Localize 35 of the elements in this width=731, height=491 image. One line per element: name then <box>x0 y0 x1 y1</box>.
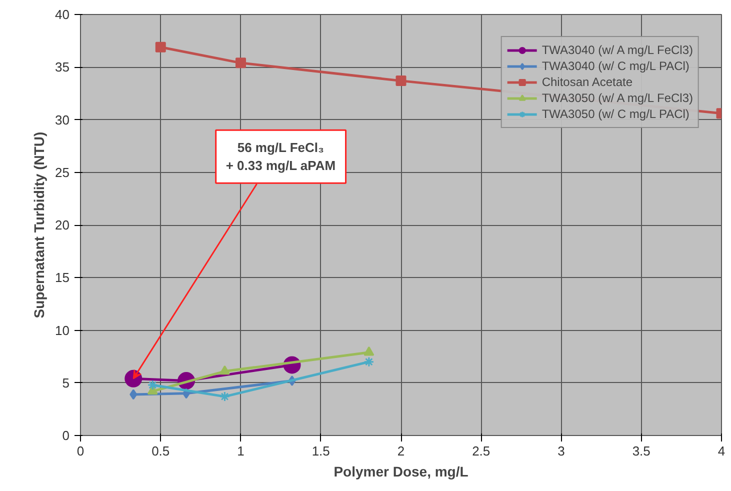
legend-label: TWA3040 (w/ C mg/L PACl) <box>542 58 690 74</box>
point <box>130 389 138 400</box>
point <box>219 365 230 375</box>
x-tick-label: 1.5 <box>312 444 330 458</box>
x-tick-label: 2 <box>397 444 405 458</box>
x-tick-label: 3.5 <box>632 444 650 458</box>
y-tick-label: 35 <box>55 60 70 75</box>
x-tick-label: 0 <box>76 444 84 458</box>
point <box>219 391 230 402</box>
x-tick-label: 2.5 <box>472 444 490 458</box>
legend-label: Chitosan Acetate <box>542 74 633 90</box>
x-tick-label: 4 <box>718 444 726 458</box>
point <box>236 58 246 68</box>
x-tick-label: 0.5 <box>152 444 170 458</box>
x-axis-title: Polymer Dose, mg/L <box>334 464 469 480</box>
y-axis-title: Supernatant Turbidity (NTU) <box>31 132 48 318</box>
y-tick-label: 20 <box>55 218 70 232</box>
y-tick-label: 0 <box>62 428 70 443</box>
y-tick-label: 30 <box>55 112 70 128</box>
point <box>364 356 374 368</box>
y-tick-label: 15 <box>55 270 70 286</box>
legend-label: TWA3040 (w/ A mg/L FeCl3) <box>542 42 693 58</box>
point <box>364 346 374 356</box>
annotation: 56 mg/L FeCl₃ + 0.33 mg/L aPAM <box>226 140 336 174</box>
point <box>147 380 158 390</box>
point <box>396 76 406 86</box>
point <box>155 42 166 52</box>
y-tick-label: 40 <box>55 7 70 22</box>
y-tick-label: 10 <box>55 322 70 338</box>
y-tick-label: 5 <box>62 375 70 390</box>
legend-label: TWA3050 (w/ A mg/L FeCl3) <box>542 90 693 106</box>
legend-label: TWA3050 (w/ C mg/L PACl) <box>542 106 690 122</box>
y-tick-label: 25 <box>55 164 70 180</box>
x-tick-label: 3 <box>558 444 565 458</box>
x-tick-label: 1 <box>237 444 244 458</box>
